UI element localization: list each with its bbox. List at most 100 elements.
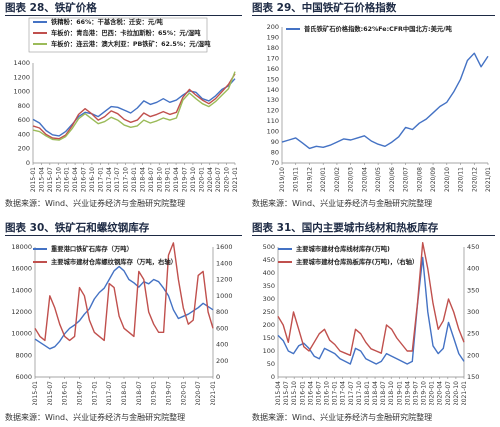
x-tick-label: 2020/06 (389, 167, 396, 192)
x-tick-label: 2015-07 (47, 381, 54, 405)
y-tick-label: 0 (26, 159, 30, 167)
y-tick-label: 50 (267, 360, 275, 368)
x-tick-label: 2019-10 (190, 167, 197, 192)
x-tick-label: 2018-01 (364, 381, 371, 405)
legend-label-2: 主要城市建材仓库螺纹钢库存（万吨，右轴） (51, 257, 177, 266)
legend-label-1: 主要城市建材仓库线材库存(万吨) (296, 244, 390, 253)
x-tick-label: 2020-04 (437, 381, 444, 405)
y-tick-label: 500 (263, 243, 275, 251)
x-tick-label: 2019-10 (421, 381, 428, 405)
y2-tick-label: 800 (216, 308, 228, 316)
x-tick-label: 2021-01 (232, 167, 239, 192)
x-tick-label: 2016-01 (299, 381, 306, 405)
y-tick-label: 150 (267, 75, 279, 83)
x-tick-label: 2021-01 (210, 381, 217, 405)
legend-label-3: 车板价：连云港：澳大利亚：PB铁矿：62.5%：元/湿吨 (51, 39, 211, 48)
y2-tick-label: 250 (467, 330, 479, 338)
y2-tick-label: 1600 (216, 243, 233, 251)
y-tick-label: 18000 (11, 243, 32, 251)
y-tick-label: 150 (263, 334, 275, 342)
x-tick-label: 2016-10 (89, 167, 96, 192)
source-note-29: 数据来源：Wind、兴业证券经济与金融研究院整理 (252, 199, 433, 208)
x-tick-label: 2019-04 (404, 381, 411, 405)
panel-title-29: 图表 29、中国铁矿石价格指数 (252, 2, 397, 14)
x-tick-label: 2016-04 (72, 167, 79, 192)
y-tick-label: 250 (263, 308, 275, 316)
x-tick-label: 2017-01 (332, 381, 339, 405)
x-tick-label: 2020/01 (320, 167, 327, 192)
x-tick-label: 2020/08 (416, 167, 423, 192)
x-tick-label: 2016-07 (315, 381, 322, 405)
y2-tick-label: 350 (467, 286, 479, 294)
y-tick-label: 120 (267, 107, 279, 115)
x-tick-label: 2016-01 (62, 381, 69, 405)
y2-tick-label: 600 (216, 324, 228, 332)
x-tick-label: 2020-10 (453, 381, 460, 405)
y-tick-label: 400 (263, 269, 275, 277)
x-tick-label: 2017-04 (340, 381, 347, 405)
source-note-31: 数据来源：Wind、兴业证券经济与金融研究院整理 (252, 413, 433, 422)
x-tick-label: 2018-07 (136, 381, 143, 405)
y-tick-label: 1000 (13, 88, 30, 96)
source-note-28: 数据来源：Wind、兴业证券经济与金融研究院整理 (5, 199, 186, 208)
y-tick-label: 80 (271, 149, 279, 157)
y2-tick-label: 1000 (216, 292, 233, 300)
x-tick-label: 2019-07 (182, 167, 189, 192)
x-tick-label: 2018-07 (148, 167, 155, 192)
x-tick-label: 2017-10 (123, 167, 130, 192)
x-tick-label: 2021-01 (461, 381, 468, 405)
x-tick-label: 2020-10 (224, 167, 231, 192)
x-tick-label: 2020-07 (195, 381, 202, 405)
title-rule-30 (5, 235, 242, 236)
y-tick-label: 350 (263, 282, 275, 290)
x-tick-label: 2019-01 (396, 381, 403, 405)
legend-label-1: 铁精粉：66%：干基含税：迁安：元/吨 (50, 17, 164, 26)
x-tick-label: 2019/10 (279, 167, 286, 192)
y2-tick-label: 400 (467, 265, 479, 273)
series-line-2 (277, 241, 465, 357)
chart-platts-index: 70 80 90 100 110 120 130 140 150 160 170 180 190 200 2… (267, 23, 492, 192)
x-tick-label: 2018-10 (388, 381, 395, 405)
y2-tick-label: 1200 (216, 276, 233, 284)
y-tick-label: 300 (263, 295, 275, 303)
x-tick-label: 2020/07 (403, 167, 410, 192)
title-rule-31 (252, 235, 495, 236)
x-tick-label: 2020/02 (334, 167, 341, 192)
x-tick-label: 2017-10 (356, 381, 363, 405)
y-tick-label: 90 (271, 138, 279, 146)
x-tick-label: 2017-01 (91, 381, 98, 405)
y-tick-label: 130 (267, 96, 279, 104)
y-tick-label: 140 (267, 86, 279, 94)
x-tick-label: 2017-01 (97, 167, 104, 192)
y-tick-label: 200 (263, 321, 275, 329)
series-line-2 (32, 73, 236, 140)
x-tick-label: 2015-04 (38, 167, 45, 192)
panel-title-28: 图表 28、铁矿价格 (5, 2, 97, 14)
x-tick-label: 2016-01 (64, 167, 71, 192)
y2-tick-label: 1400 (216, 259, 233, 267)
x-tick-label: 2020-01 (429, 381, 436, 405)
series-line-2 (34, 242, 214, 342)
y-tick-label: 600 (18, 116, 30, 124)
x-tick-label: 2020/04 (361, 167, 368, 192)
y-tick-label: 0 (271, 373, 275, 381)
y-tick-label: 200 (18, 145, 30, 153)
chart-wire-plate-inventory: 0 50 100 150 200 250 300 350 400 450 500 150 200 250 3… (263, 241, 479, 405)
x-tick-label: 2020-07 (215, 167, 222, 192)
x-tick-label: 2019-07 (412, 381, 419, 405)
y-tick-label: 1400 (13, 59, 30, 67)
x-tick-label: 2015-01 (32, 381, 39, 405)
legend-box (28, 17, 208, 53)
y-tick-label: 100 (267, 128, 279, 136)
y-tick-label: 12000 (11, 308, 32, 316)
x-tick-label: 2018-01 (131, 167, 138, 192)
x-tick-label: 2019/11 (293, 167, 300, 192)
series-line-1 (34, 265, 214, 350)
x-tick-label: 2018-10 (156, 167, 163, 192)
y2-tick-label: 0 (216, 373, 220, 381)
legend-label-2: 主要城市建材仓库热板库存(万吨)，（右轴） (296, 257, 418, 266)
x-tick-label: 2018-07 (380, 381, 387, 405)
y2-tick-label: 450 (467, 243, 479, 251)
x-tick-label: 2016-07 (81, 167, 88, 192)
